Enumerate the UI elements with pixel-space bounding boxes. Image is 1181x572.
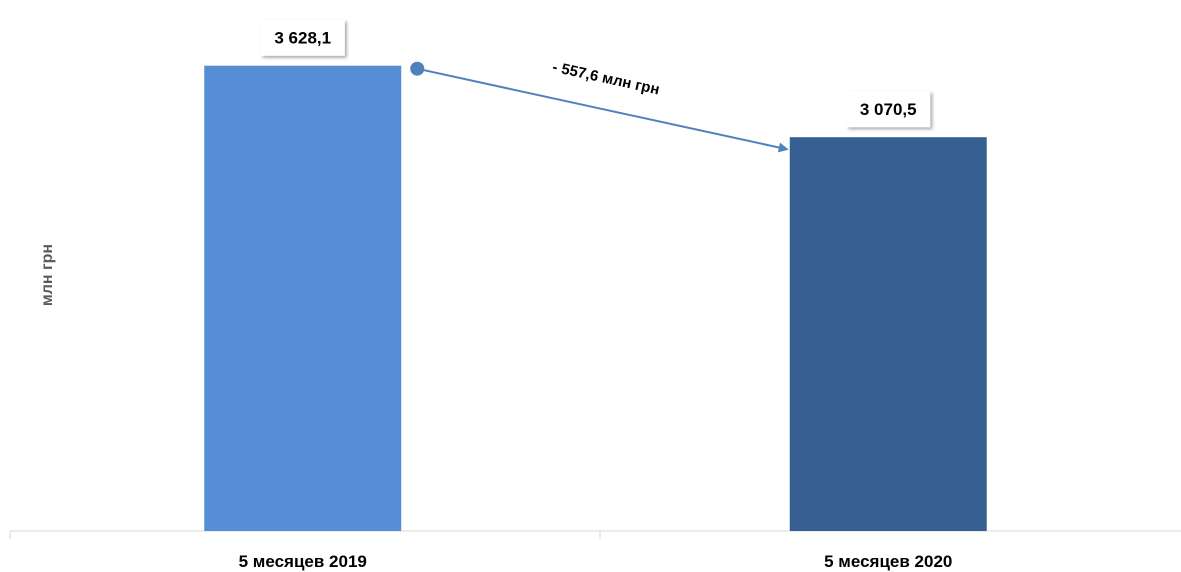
bar: [789, 137, 987, 531]
data-label-box: [846, 91, 931, 128]
y-axis-label: млн грн: [39, 244, 56, 306]
data-label: 3 628,1: [274, 29, 331, 48]
bars-group: [204, 65, 987, 532]
x-tick-label: 5 месяцев 2019: [239, 552, 367, 571]
x-tick-label: 5 месяцев 2020: [824, 552, 952, 571]
labels-group: 3 628,1 5 месяцев 2019 3 070,5 5 месяцев 20…: [239, 19, 952, 571]
difference-annotation: - 557,6 млн грн: [551, 59, 661, 99]
difference-arrow: [417, 67, 789, 153]
bar: [204, 65, 402, 532]
data-label: 3 070,5: [860, 100, 917, 119]
difference-arrow-start-dot: [410, 61, 425, 76]
data-label-box: [260, 19, 345, 56]
